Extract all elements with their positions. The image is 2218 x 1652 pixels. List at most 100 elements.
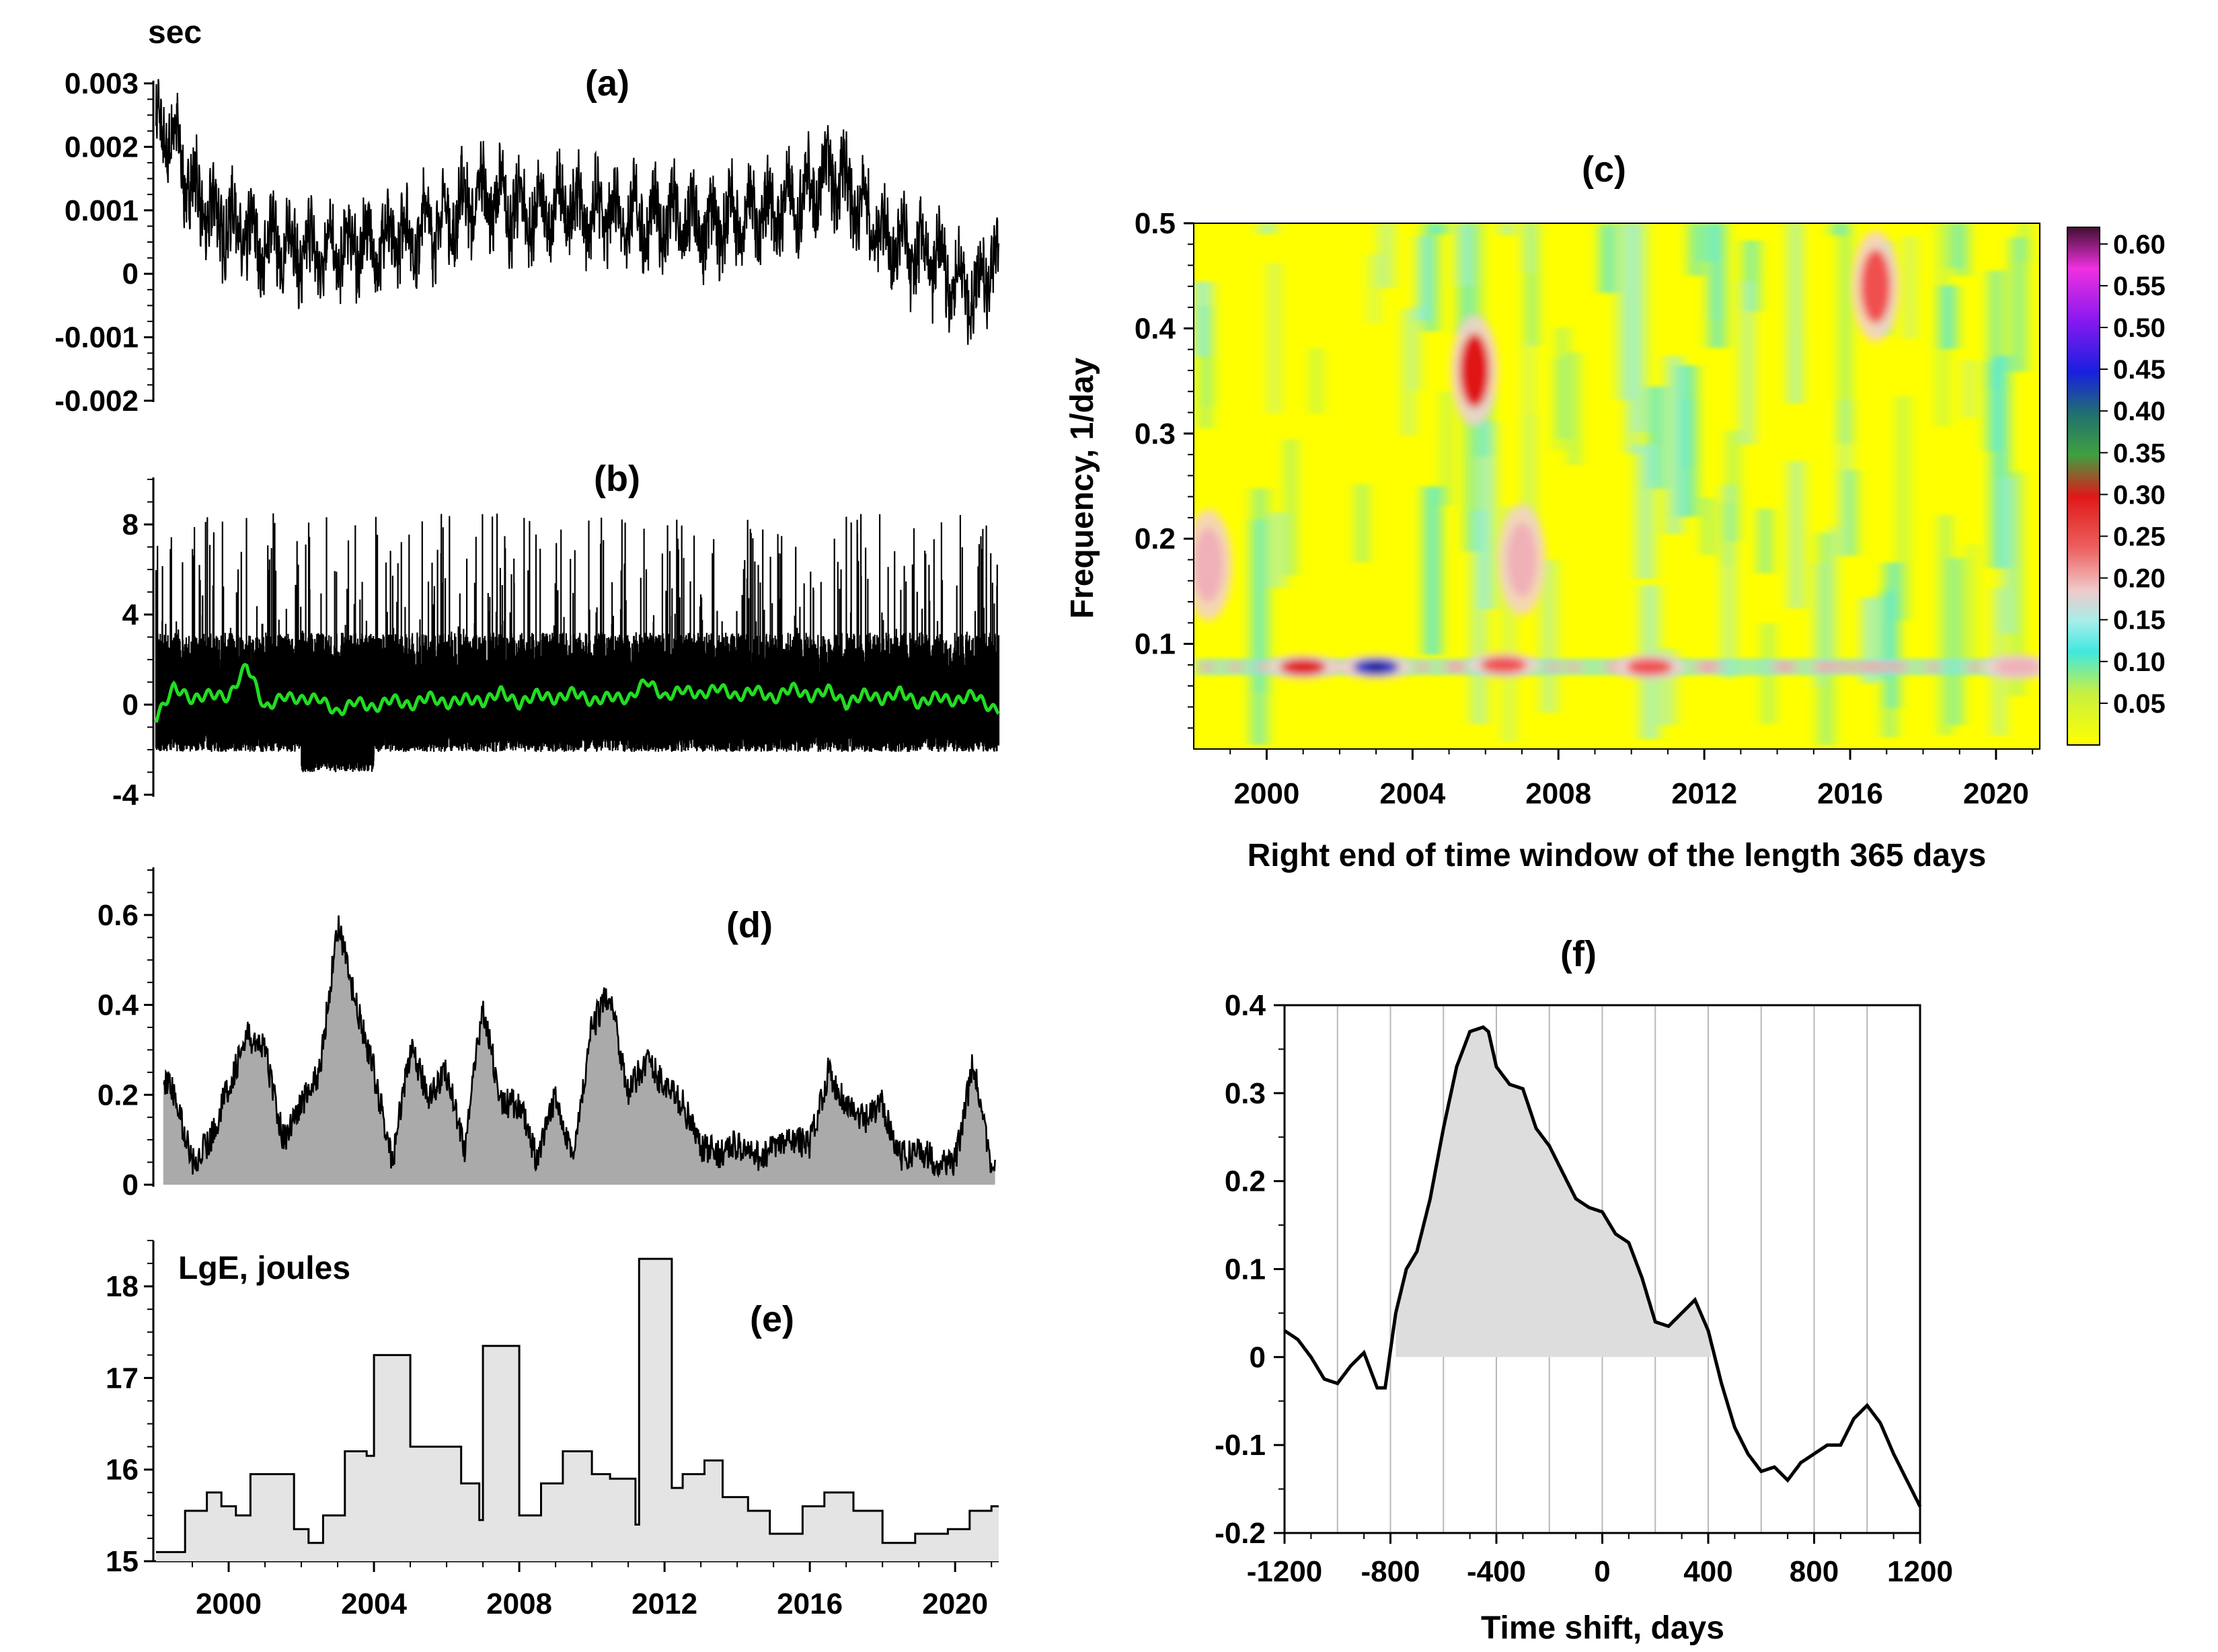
panel-c-y-tick-label: 0.5 [1135, 207, 1176, 240]
panel-c-hotspot [1995, 659, 2040, 676]
panel-c-streak [1761, 508, 1770, 574]
panel-f-x-tick-label: -1200 [1247, 1555, 1323, 1588]
colorbar-tick-label: 0.50 [2113, 313, 2166, 343]
panel-c-label: (c) [1582, 149, 1626, 190]
panel-c-streak [1371, 254, 1378, 324]
panel-c-x-tick-label: 2004 [1379, 777, 1445, 810]
panel-b-y-ticks: 8 4 0 -4 [112, 479, 153, 812]
panel-c-streak [1942, 514, 1949, 736]
panel-c-streak [1704, 498, 1712, 555]
colorbar-tick-label: 0.25 [2113, 522, 2166, 552]
panel-c-band-spot [1862, 660, 1873, 674]
panel-c-streak [1907, 236, 1913, 340]
panel-c-x-tick-label: 2020 [1963, 777, 2029, 810]
panel-f-x-label: Time shift, days [1481, 1610, 1724, 1646]
panel-c-band-spot [1710, 660, 1721, 674]
panel-e-x-tick-label: 2020 [922, 1587, 988, 1620]
panel-c-streak [1969, 544, 1974, 676]
panel-c-band-spot [1258, 660, 1270, 674]
panel-d-label: (d) [726, 905, 773, 945]
panel-c-streak [1424, 223, 1438, 332]
panel-c-streak [1790, 461, 1803, 609]
panel-c-streak [1379, 223, 1393, 288]
panel-c-band-spot [1568, 660, 1580, 674]
panel-e-unit-label: LgE, joules [178, 1251, 350, 1286]
panel-c-streak [1444, 391, 1449, 506]
panel-c-streak [1260, 223, 1275, 235]
panel-c-x-tick-label: 2000 [1234, 777, 1300, 810]
panel-c-band-spot [1784, 660, 1795, 674]
colorbar-tick-label: 0.05 [2113, 689, 2166, 719]
panel-c-band-spot [1773, 660, 1785, 674]
panel-f-ticks: -1200 -800 -400 0 400 800 1200 0.4 0.3 0.2 0.1 0 -0.… [1215, 989, 1953, 1588]
panel-c-heatmap-area [1194, 223, 2040, 749]
panel-f-y-tick-label: 0.4 [1225, 989, 1266, 1022]
panel-c-streak [1830, 526, 1835, 659]
panel-f-positive-area [1395, 1027, 1711, 1358]
panel-a-y-tick-label: 0.002 [65, 130, 139, 163]
panel-c-streak [1679, 365, 1697, 517]
panel-d-area-fill [163, 915, 995, 1185]
panel-c-streak [1940, 285, 1956, 350]
panel-b-y-tick-label: 4 [122, 598, 139, 631]
panel-f-x-tick-label: -800 [1361, 1555, 1420, 1588]
panel-c-band-spot [1700, 660, 1712, 674]
panel-f-y-tick-label: 0.3 [1225, 1077, 1266, 1110]
panel-c-hotspot [1280, 659, 1326, 676]
panel-c-streak [2021, 223, 2028, 262]
panel-c-streak [1456, 223, 1473, 286]
panel-e: LgE, joules (e) 18 17 16 15 2000 2004 2008 2012… [106, 1240, 999, 1620]
panel-c-streak [1271, 262, 1278, 414]
panel-a-y-tick-label: 0.003 [65, 67, 139, 100]
panel-c-streak [1637, 444, 1654, 580]
panel-e-y-tick-label: 17 [106, 1362, 139, 1394]
panel-c-x-tick-label: 2012 [1671, 777, 1737, 810]
panel-c-y-tick-label: 0.2 [1135, 522, 1176, 555]
panel-a-y-tick-label: -0.001 [54, 321, 139, 354]
panel-c-streak [1505, 506, 1513, 742]
panel-c-streak [1358, 484, 1366, 563]
panel-a-y-tick-label: -0.002 [54, 385, 139, 418]
panel-c-band-spot [1927, 660, 1938, 674]
panel-c-streak [1313, 348, 1320, 414]
panel-c-streak [1729, 430, 1738, 542]
panel-c-streak [1424, 486, 1441, 655]
panel-c-hotspot [1459, 333, 1490, 407]
panel-c-streak [1845, 470, 1857, 556]
panel-b-smoothed-series [154, 662, 1000, 723]
panel-c-hotspot [1507, 522, 1537, 597]
panel-c: (c) 2000 2004 2008 2012 2016 2020 0.5 0.4 0.3 0.2… [1065, 149, 2166, 873]
panel-e-y-tick-label: 18 [106, 1270, 139, 1303]
panel-c-streak [1541, 559, 1556, 713]
panel-a-series-line [155, 79, 1000, 345]
panel-c-x-tick-label: 2016 [1817, 777, 1883, 810]
panel-c-streak [1572, 352, 1577, 465]
panel-a: sec (a) 0.003 0.002 0.001 0 -0.001 -0.002 [54, 15, 1000, 418]
panel-c-streak [1560, 327, 1566, 439]
panel-c-band-spot [1201, 660, 1213, 674]
panel-e-y-tick-label: 15 [106, 1545, 139, 1578]
colorbar-tick-label: 0.15 [2113, 606, 2166, 635]
panel-a-y-ticks: 0.003 0.002 0.001 0 -0.001 -0.002 [54, 67, 153, 418]
panel-e-x-tick-label: 2000 [196, 1587, 262, 1620]
panel-c-streak [1900, 395, 1907, 621]
panel-b: (b) 8 4 0 -4 [112, 459, 1000, 812]
panel-f-y-tick-label: -0.2 [1215, 1517, 1266, 1550]
panel-c-streak [1414, 305, 1419, 391]
panel-c-streak [1435, 223, 1447, 235]
panel-c-streak [1819, 533, 1833, 746]
panel-c-streak [1831, 223, 1848, 236]
panel-f-x-tick-label: 800 [1790, 1555, 1839, 1588]
panel-c-streak [1524, 223, 1534, 273]
panel-b-y-tick-label: 0 [122, 689, 139, 721]
colorbar [2067, 227, 2100, 746]
panel-c-hotspot-core [1369, 662, 1383, 672]
panel-e-area-fill [156, 1259, 999, 1561]
panel-f-y-tick-label: 0.1 [1225, 1253, 1266, 1286]
panel-e-step-line [156, 1257, 999, 1553]
panel-c-streak [1953, 558, 1961, 725]
panel-c-y-label: Frequency, 1/day [1065, 357, 1100, 619]
panel-c-hotspot [1480, 656, 1527, 673]
panel-c-band-spot [1882, 660, 1894, 674]
panel-c-band-spot [1831, 660, 1843, 674]
